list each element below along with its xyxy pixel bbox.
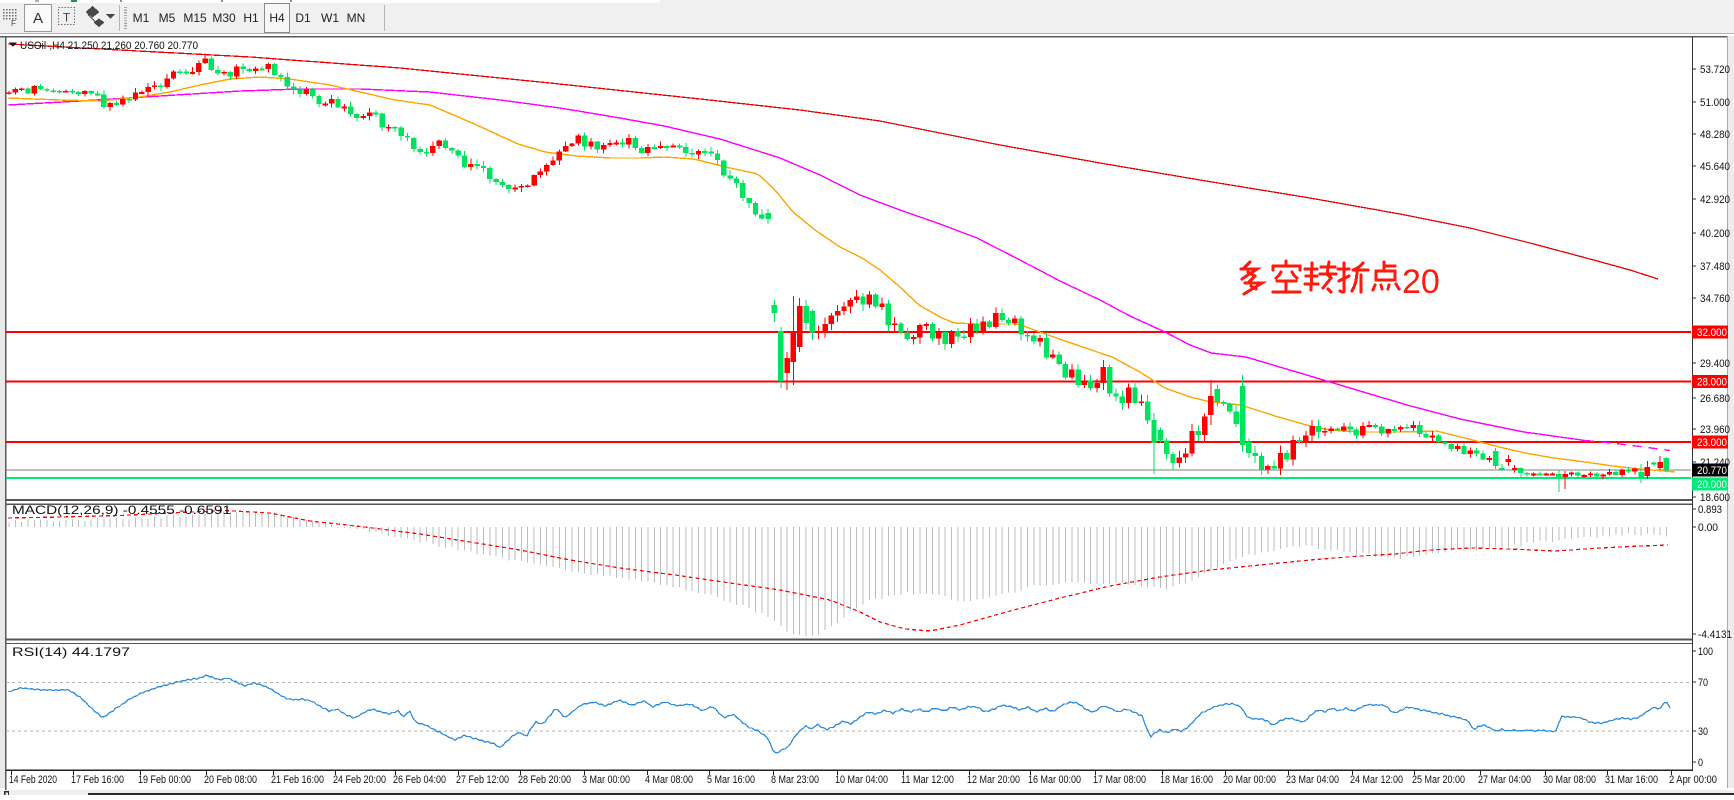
svg-text:48.280: 48.280 bbox=[1700, 129, 1730, 141]
svg-text:2 Apr 00:00: 2 Apr 00:00 bbox=[1669, 774, 1717, 786]
svg-text:M5: M5 bbox=[159, 11, 176, 25]
svg-text:18 Mar 16:00: 18 Mar 16:00 bbox=[1160, 774, 1213, 786]
svg-text:T: T bbox=[63, 11, 71, 25]
svg-text:20 Feb 08:00: 20 Feb 08:00 bbox=[204, 774, 257, 786]
svg-text:19 Feb 00:00: 19 Feb 00:00 bbox=[138, 774, 191, 786]
svg-text:30: 30 bbox=[1698, 726, 1708, 738]
svg-text:17 Feb 16:00: 17 Feb 16:00 bbox=[71, 774, 124, 786]
svg-text:28.000: 28.000 bbox=[1697, 377, 1727, 389]
svg-text:F: F bbox=[11, 19, 16, 28]
svg-text:8 Mar 23:00: 8 Mar 23:00 bbox=[771, 774, 819, 786]
svg-text:W1: W1 bbox=[321, 11, 339, 25]
svg-text:5 Mar 16:00: 5 Mar 16:00 bbox=[707, 774, 755, 786]
svg-text:0.00: 0.00 bbox=[1698, 522, 1718, 534]
svg-text:H4: H4 bbox=[269, 11, 285, 25]
svg-text:20 Mar 00:00: 20 Mar 00:00 bbox=[1223, 774, 1276, 786]
svg-text:24 Feb 20:00: 24 Feb 20:00 bbox=[333, 774, 386, 786]
svg-text:25 Mar 20:00: 25 Mar 20:00 bbox=[1412, 774, 1465, 786]
svg-text:11 Mar 12:00: 11 Mar 12:00 bbox=[901, 774, 954, 786]
svg-text:18.600: 18.600 bbox=[1700, 492, 1730, 504]
svg-text:31 Mar 16:00: 31 Mar 16:00 bbox=[1605, 774, 1658, 786]
svg-text:53.720: 53.720 bbox=[1700, 64, 1730, 76]
svg-text:23.000: 23.000 bbox=[1697, 437, 1727, 449]
svg-text:17 Mar 08:00: 17 Mar 08:00 bbox=[1093, 774, 1146, 786]
svg-text:27 Feb 12:00: 27 Feb 12:00 bbox=[456, 774, 509, 786]
svg-text:23.960: 23.960 bbox=[1700, 424, 1730, 436]
svg-text:27 Mar 04:00: 27 Mar 04:00 bbox=[1478, 774, 1531, 786]
svg-text:24 Mar 12:00: 24 Mar 12:00 bbox=[1350, 774, 1403, 786]
svg-text:M15: M15 bbox=[183, 11, 207, 25]
svg-text:100: 100 bbox=[1698, 646, 1713, 658]
svg-text:28 Feb 20:00: 28 Feb 20:00 bbox=[518, 774, 571, 786]
svg-text:20.000: 20.000 bbox=[1697, 479, 1727, 491]
svg-text:40.200: 40.200 bbox=[1700, 228, 1730, 240]
svg-text:H1: H1 bbox=[243, 11, 259, 25]
svg-text:RSI(14) 44.1797: RSI(14) 44.1797 bbox=[12, 645, 130, 659]
svg-text:26 Feb 04:00: 26 Feb 04:00 bbox=[393, 774, 446, 786]
svg-text:45.640: 45.640 bbox=[1700, 161, 1730, 173]
svg-text:20: 20 bbox=[1402, 263, 1440, 301]
svg-text:MN: MN bbox=[347, 11, 366, 25]
svg-text:0.893: 0.893 bbox=[1698, 504, 1722, 516]
svg-text:21 Feb 16:00: 21 Feb 16:00 bbox=[271, 774, 324, 786]
svg-text:32.000: 32.000 bbox=[1697, 327, 1727, 339]
svg-text:37.480: 37.480 bbox=[1700, 261, 1730, 273]
svg-text:12 Mar 20:00: 12 Mar 20:00 bbox=[967, 774, 1020, 786]
svg-text:M30: M30 bbox=[212, 11, 236, 25]
svg-text:23 Mar 04:00: 23 Mar 04:00 bbox=[1286, 774, 1339, 786]
svg-text:A: A bbox=[33, 10, 43, 27]
svg-text:29.400: 29.400 bbox=[1700, 358, 1730, 370]
svg-text:M1: M1 bbox=[133, 11, 150, 25]
svg-text:42.920: 42.920 bbox=[1700, 194, 1730, 206]
svg-text:14 Feb 2020: 14 Feb 2020 bbox=[9, 774, 57, 786]
svg-text:-4.4131: -4.4131 bbox=[1698, 629, 1732, 641]
svg-text:34.760: 34.760 bbox=[1700, 293, 1730, 305]
svg-text:30 Mar 08:00: 30 Mar 08:00 bbox=[1543, 774, 1596, 786]
svg-text:16 Mar 00:00: 16 Mar 00:00 bbox=[1028, 774, 1081, 786]
svg-text:MACD(12,26,9) -0.4555 -0.6591: MACD(12,26,9) -0.4555 -0.6591 bbox=[12, 503, 231, 517]
svg-text:10 Mar 04:00: 10 Mar 04:00 bbox=[835, 774, 888, 786]
svg-text:4 Mar 08:00: 4 Mar 08:00 bbox=[645, 774, 693, 786]
svg-text:USOil-,H4 21.250 21.260 20.76: USOil-,H4 21.250 21.260 20.760 20.770 bbox=[20, 40, 198, 52]
svg-text:26.680: 26.680 bbox=[1700, 393, 1730, 405]
svg-text:20.770: 20.770 bbox=[1697, 465, 1727, 477]
svg-text:3 Mar 00:00: 3 Mar 00:00 bbox=[582, 774, 630, 786]
svg-text:51.000: 51.000 bbox=[1700, 97, 1730, 109]
svg-text:0: 0 bbox=[1698, 757, 1703, 769]
svg-text:D1: D1 bbox=[295, 11, 311, 25]
svg-text:70: 70 bbox=[1698, 677, 1708, 689]
